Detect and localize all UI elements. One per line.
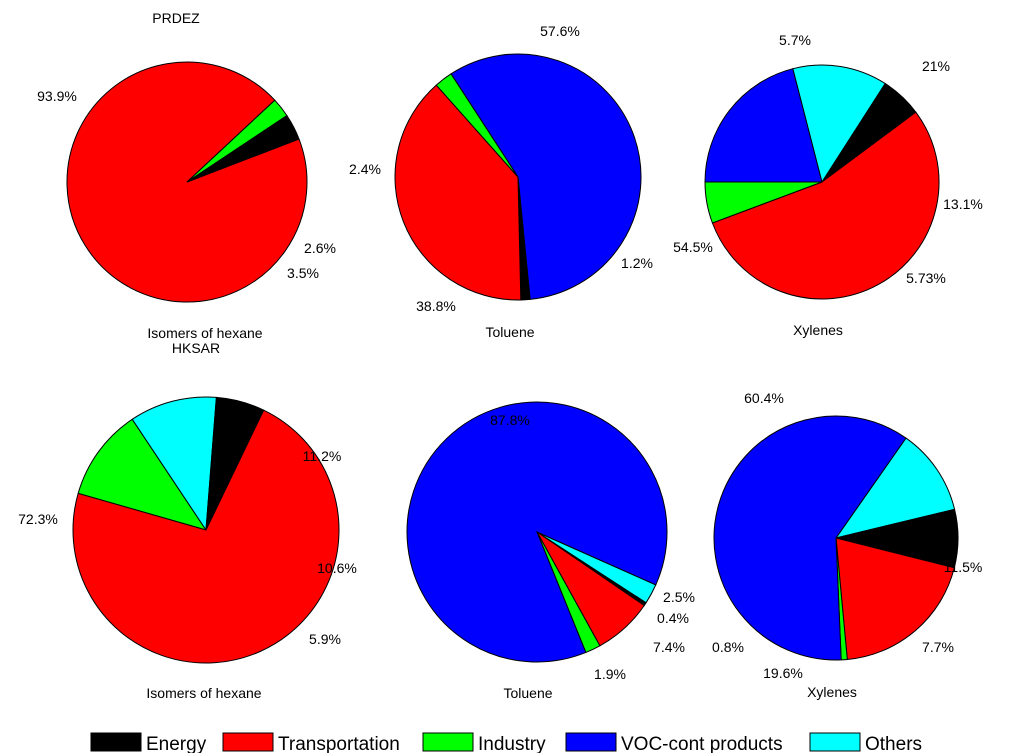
slice-label-transportation: 54.5% [673,239,713,255]
legend-label-voc: VOC-cont products [621,734,783,753]
pie-slice-others [792,64,886,184]
slice-label-industry: 5.7% [779,32,811,48]
slice-label-industry: 0.8% [712,639,744,655]
slice-label-energy: 1.2% [621,255,653,271]
legend-swatch-transportation [222,732,274,752]
pie-slice-voc [713,415,907,661]
pie-slice-transportation [711,111,940,300]
slice-label-industry: 2.4% [349,161,381,177]
pie-slice-voc [450,53,642,300]
slice-label-others: 13.1% [943,196,983,212]
legend-swatch-voc [565,732,617,752]
pie-slice-transportation [394,84,522,301]
pie-slice-transportation [835,537,955,661]
slice-label-voc: 57.6% [540,23,580,39]
slice-label-energy: 7.7% [922,639,954,655]
pie-title: Xylenes [793,322,843,338]
pie-slice-industry [704,181,823,224]
pie-title: Isomers of hexane [147,325,262,341]
pie-slice-voc [406,401,668,663]
slice-label-others: 10.6% [317,560,357,576]
pie-chart-2: 57.6% 1.2% 38.8% 2.4% Toluene [349,23,653,340]
pie-slice-voc [704,68,823,183]
pie-title: Toluene [503,685,552,701]
pie-chart-5: 2.5% 0.4% 7.4% 1.9% 87.8% Toluene [406,401,695,701]
legend: Energy Transportation Industry VOC-cont pro… [90,732,922,753]
legend-label-energy: Energy [146,734,207,753]
slice-label-transportation: 38.8% [416,298,456,314]
slice-label-industry: 11.2% [303,448,342,464]
legend-swatch-industry [422,732,474,752]
slice-label-transportation: 72.3% [18,511,58,527]
pies-group: 93.9% 2.6% 3.5% Isomers of hexane PRDEZ 57.6%… [18,10,983,701]
slice-label-transportation: 93.9% [37,88,77,104]
slice-label-industry: 2.6% [304,240,336,256]
pie-slice-transportation [72,409,340,664]
slice-label-energy: 0.4% [657,610,689,626]
pie-slice-others [131,396,217,532]
legend-label-transportation: Transportation [278,734,400,753]
slice-label-energy: 3.5% [287,265,319,281]
slice-label-others: 2.5% [663,589,695,605]
legend-label-others: Others [865,734,922,753]
slice-label-transportation: 7.4% [653,639,685,655]
region-title: PRDEZ [152,10,200,26]
slice-label-transportation: 19.6% [763,665,803,681]
pie-title: Isomers of hexane [146,685,261,701]
pie-slice-others [834,437,956,539]
pie-title: Xylenes [807,684,857,700]
pie-chart-1: 93.9% 2.6% 3.5% Isomers of hexane PRDEZ [37,10,336,341]
slice-label-energy: 5.9% [309,631,341,647]
region-title: HKSAR [172,340,220,356]
slice-label-voc: 21% [922,58,950,74]
legend-swatch-others [809,732,861,752]
pie-slice-energy [186,114,300,183]
slice-label-industry: 1.9% [594,666,626,682]
pie-chart-4: 11.2% 10.6% 5.9% 72.3% Isomers of hexane HKSA… [18,340,357,701]
slice-label-voc: 87.8% [490,412,530,428]
legend-label-industry: Industry [478,734,546,753]
legend-swatch-energy [90,732,142,752]
pie-chart-3: 21% 13.1% 5.73% 54.5% 5.7% Xylenes [673,32,983,338]
slice-label-energy: 5.73% [906,270,946,286]
pie-chart-6: 11.5% 7.7% 19.6% 0.8% 60.4% Xylenes [712,390,982,700]
slice-label-voc: 60.4% [744,390,784,406]
pie-title: Toluene [485,324,534,340]
slice-label-others: 11.5% [944,559,983,575]
pie-slice-industry [435,73,519,178]
